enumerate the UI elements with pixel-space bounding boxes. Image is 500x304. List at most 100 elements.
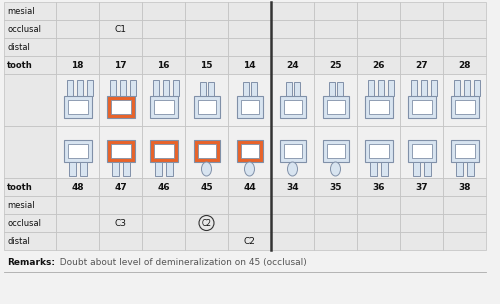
Bar	[228, 232, 271, 250]
Text: C2: C2	[244, 237, 256, 246]
Bar	[380, 162, 388, 176]
Bar	[464, 80, 469, 96]
Bar	[142, 178, 185, 196]
Bar	[408, 140, 436, 162]
Bar	[198, 100, 216, 114]
Bar	[194, 96, 220, 118]
Bar	[454, 100, 474, 114]
Bar	[357, 232, 400, 250]
Bar	[4, 38, 56, 56]
Bar	[314, 74, 357, 126]
Bar	[443, 56, 486, 74]
Bar	[236, 96, 262, 118]
Bar	[314, 196, 357, 214]
Bar	[368, 100, 388, 114]
Text: 37: 37	[415, 182, 428, 192]
Bar	[400, 126, 443, 178]
Text: occlusal: occlusal	[7, 219, 41, 227]
Bar	[68, 144, 87, 158]
Bar	[271, 214, 314, 232]
Bar	[99, 20, 142, 38]
Bar	[357, 196, 400, 214]
Bar	[368, 80, 374, 96]
Bar	[450, 140, 478, 162]
Bar	[99, 126, 142, 178]
Bar	[56, 126, 99, 178]
Bar	[122, 162, 130, 176]
Bar	[368, 144, 388, 158]
Bar	[99, 178, 142, 196]
Bar	[294, 82, 300, 96]
Bar	[228, 74, 271, 126]
Bar	[400, 178, 443, 196]
Bar	[326, 144, 344, 158]
Bar	[56, 74, 99, 126]
Bar	[236, 140, 262, 162]
Bar	[154, 144, 174, 158]
Bar	[185, 74, 228, 126]
Bar	[228, 178, 271, 196]
Bar	[286, 82, 292, 96]
Text: mesial: mesial	[7, 201, 34, 209]
Bar	[271, 2, 314, 20]
Bar	[142, 232, 185, 250]
Bar	[322, 140, 348, 162]
Text: distal: distal	[7, 43, 30, 51]
Text: 14: 14	[243, 60, 256, 70]
Bar	[314, 178, 357, 196]
Bar	[284, 100, 302, 114]
Bar	[228, 2, 271, 20]
Bar	[56, 232, 99, 250]
Bar	[4, 126, 56, 178]
Text: 38: 38	[458, 182, 471, 192]
Bar	[314, 2, 357, 20]
Bar	[271, 232, 314, 250]
Bar	[56, 56, 99, 74]
Bar	[56, 178, 99, 196]
Bar	[314, 38, 357, 56]
Ellipse shape	[244, 162, 254, 176]
Bar	[364, 96, 392, 118]
Bar	[152, 80, 158, 96]
Bar	[162, 80, 168, 96]
Bar	[66, 80, 72, 96]
Bar	[443, 20, 486, 38]
Bar	[280, 140, 305, 162]
Text: Remarks:: Remarks:	[7, 258, 55, 267]
Bar	[86, 80, 92, 96]
Bar	[228, 126, 271, 178]
Bar	[185, 196, 228, 214]
Text: C2: C2	[202, 219, 211, 227]
Bar	[120, 80, 126, 96]
Bar	[185, 214, 228, 232]
Bar	[271, 126, 314, 178]
Bar	[408, 96, 436, 118]
Bar	[80, 162, 86, 176]
Text: 34: 34	[286, 182, 299, 192]
Text: tooth: tooth	[7, 60, 33, 70]
Bar	[454, 80, 460, 96]
Bar	[99, 2, 142, 20]
Bar	[228, 38, 271, 56]
Bar	[76, 80, 82, 96]
Bar	[412, 144, 432, 158]
Text: 35: 35	[329, 182, 342, 192]
Bar	[4, 232, 56, 250]
Bar	[106, 96, 134, 118]
Bar	[166, 162, 172, 176]
Text: 18: 18	[72, 60, 84, 70]
Bar	[4, 2, 56, 20]
Bar	[142, 196, 185, 214]
Bar	[326, 100, 344, 114]
Text: 16: 16	[157, 60, 170, 70]
Bar	[284, 144, 302, 158]
Text: 24: 24	[286, 60, 299, 70]
Bar	[99, 196, 142, 214]
Bar	[280, 96, 305, 118]
Bar	[357, 126, 400, 178]
Bar	[185, 2, 228, 20]
Bar	[110, 144, 130, 158]
Bar	[154, 162, 162, 176]
Bar	[412, 100, 432, 114]
Ellipse shape	[330, 162, 340, 176]
